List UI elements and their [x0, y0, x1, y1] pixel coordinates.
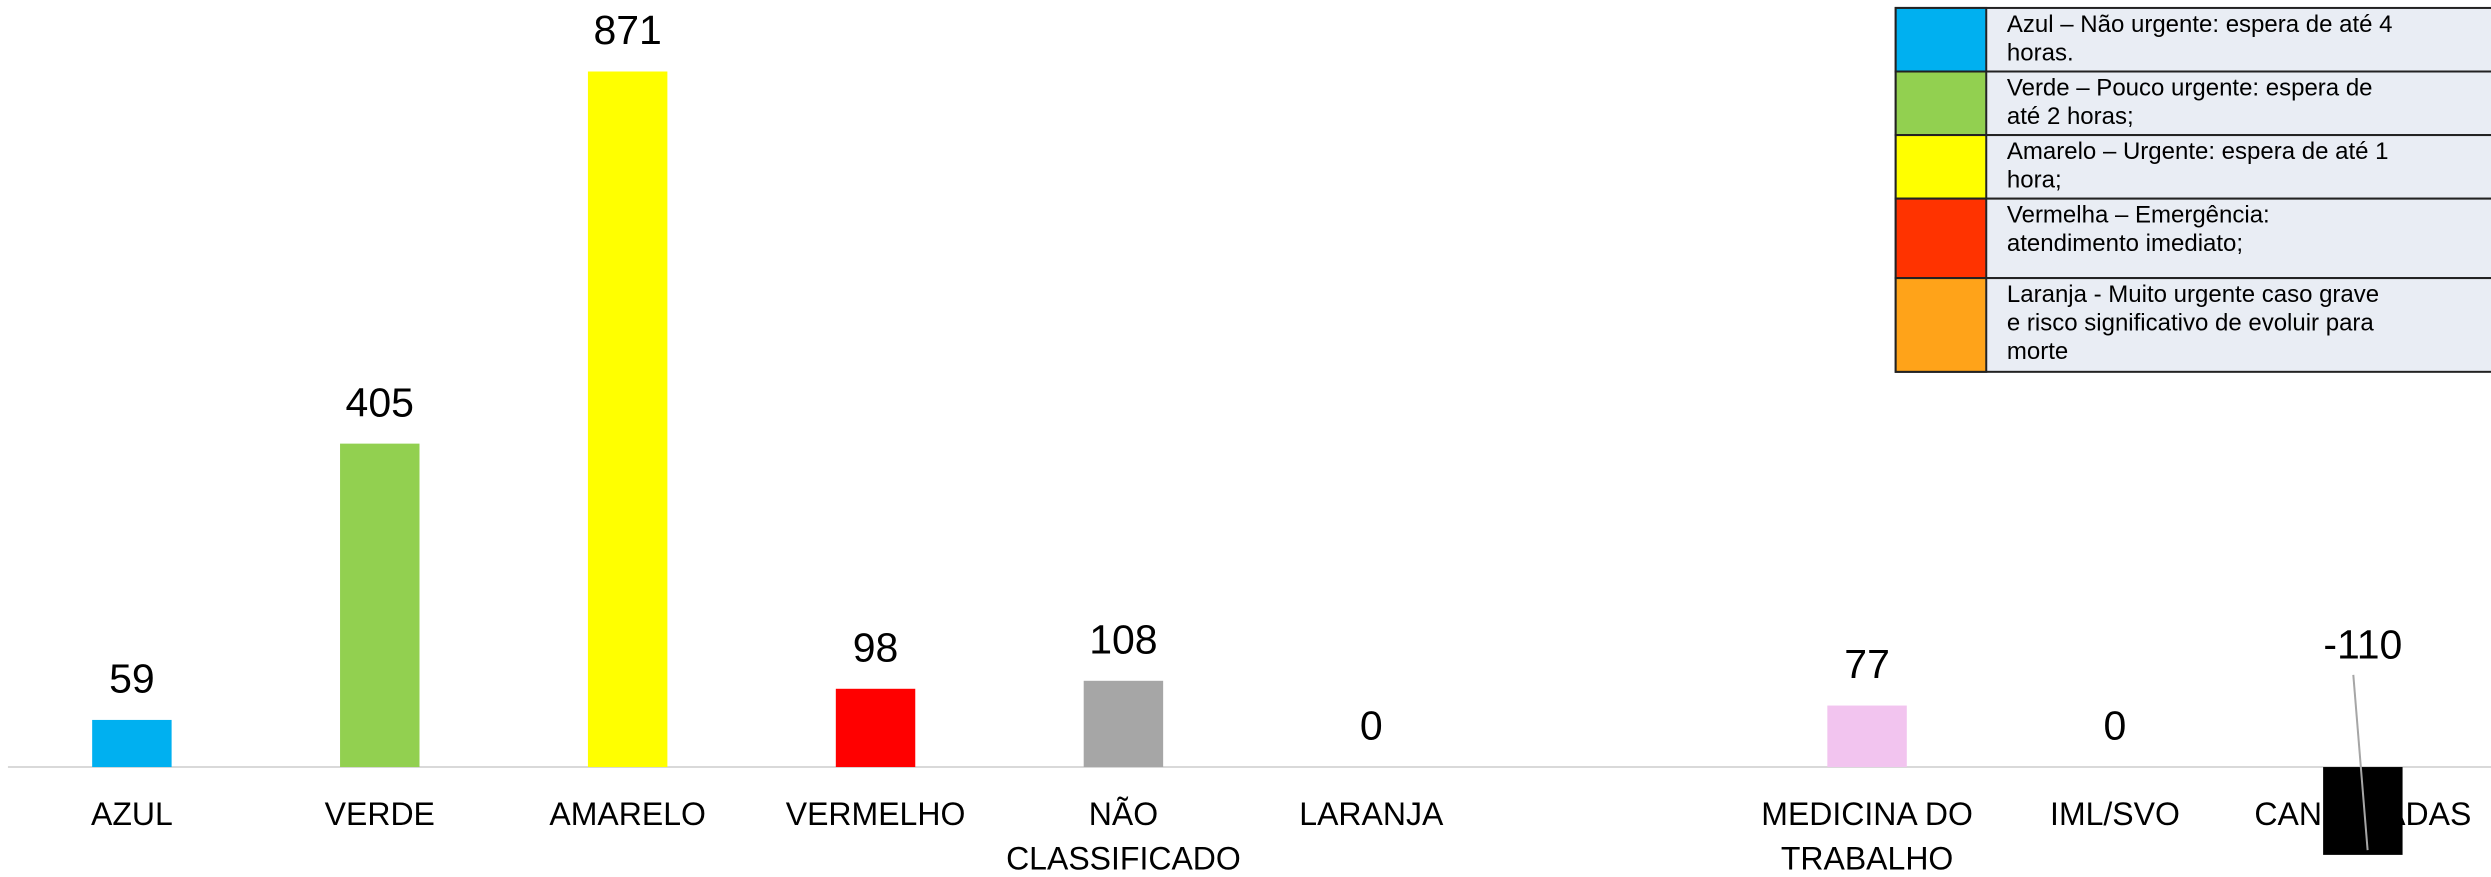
bar	[1827, 705, 1907, 768]
legend-text: hora;	[2007, 166, 2062, 193]
x-tick-label: NÃO	[1089, 796, 1158, 832]
legend-row	[1894, 277, 2491, 373]
x-tick-label: VERDE	[325, 796, 435, 832]
legend-row	[1894, 70, 2491, 137]
data-label: 405	[346, 379, 414, 425]
legend-text: Verde – Pouco urgente: espera de	[2007, 74, 2373, 101]
legend-text: até 2 horas;	[2007, 103, 2134, 130]
bar	[340, 443, 420, 768]
data-label: 871	[593, 7, 661, 53]
legend-text: atendimento imediato;	[2007, 230, 2243, 257]
data-label: 0	[1360, 703, 1383, 749]
data-label: -110	[2323, 622, 2402, 668]
data-label: 98	[853, 624, 899, 670]
x-tick-label: LARANJA	[1299, 796, 1444, 832]
legend-swatch	[1894, 197, 1988, 280]
legend-row	[1894, 134, 2491, 200]
data-label: 77	[1844, 641, 1890, 687]
bar	[835, 688, 916, 768]
data-label: 108	[1089, 616, 1157, 662]
legend-text: Azul – Não urgente: espera de até 4	[2007, 11, 2393, 38]
x-tick-label: MEDICINA DO	[1761, 796, 1973, 832]
data-label: 59	[109, 656, 155, 702]
legend: Azul – Não urgente: espera de até 4horas…	[1894, 6, 2491, 373]
legend-swatch	[1894, 70, 1988, 137]
bar	[92, 719, 172, 768]
legend-text: Vermelha – Emergência:	[2007, 201, 2270, 228]
legend-text: horas.	[2007, 39, 2074, 66]
leader-line	[2352, 674, 2369, 851]
legend-text: e risco significativo de evoluir para	[2007, 309, 2374, 336]
x-tick-label: TRABALHO	[1781, 841, 1953, 877]
x-tick-label: AZUL	[91, 796, 173, 832]
legend-swatch	[1894, 6, 1988, 73]
bar	[1083, 680, 1164, 768]
legend-swatch	[1894, 277, 1988, 373]
x-tick-label: VERMELHO	[786, 796, 966, 832]
legend-text: morte	[2007, 338, 2068, 365]
data-label: 0	[2104, 703, 2127, 749]
x-tick-label: IML/SVO	[2050, 796, 2180, 832]
x-tick-label: AMARELO	[549, 796, 705, 832]
legend-swatch	[1894, 134, 1988, 200]
bar	[587, 71, 668, 768]
legend-text: Amarelo – Urgente: espera de até 1	[2007, 138, 2389, 165]
x-tick-label: CLASSIFICADO	[1006, 841, 1241, 877]
legend-text: Laranja - Muito urgente caso grave	[2007, 281, 2379, 308]
